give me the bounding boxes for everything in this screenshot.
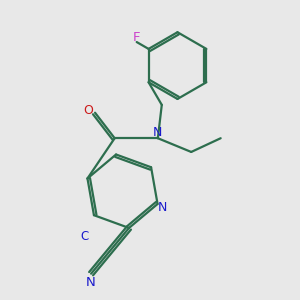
Text: N: N [158,201,167,214]
Text: O: O [83,104,93,117]
Text: N: N [86,276,96,289]
Text: C: C [80,230,88,243]
Text: N: N [153,126,163,139]
Text: F: F [133,31,140,44]
